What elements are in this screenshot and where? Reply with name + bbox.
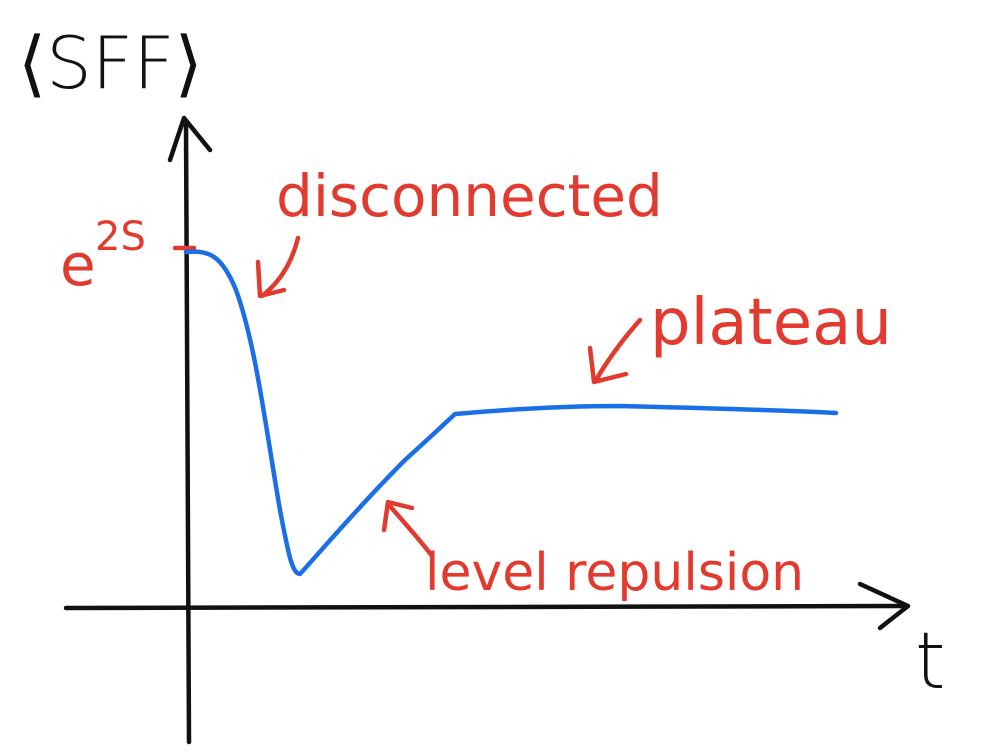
y-tick-label: e 2S xyxy=(60,214,146,299)
y-axis-arrowhead xyxy=(167,115,213,163)
annotation-disconnected: disconnected xyxy=(276,162,663,230)
x-axis-arrowhead xyxy=(857,581,911,631)
y-tick-superscript: 2S xyxy=(95,214,146,260)
y-axis-label: ⟨SFF⟩ xyxy=(18,21,203,105)
annotation-level-repulsion: level repulsion xyxy=(425,543,804,603)
axes xyxy=(63,115,911,745)
level-repulsion-arrow xyxy=(381,499,435,559)
sff-curve xyxy=(183,249,839,577)
plateau-arrow xyxy=(587,317,643,385)
disconnected-arrow xyxy=(255,235,301,299)
y-axis-line xyxy=(183,122,192,745)
x-axis-label: t xyxy=(915,617,946,707)
y-tick-base: e xyxy=(60,231,96,299)
x-axis-line xyxy=(63,603,908,611)
annotation-plateau: plateau xyxy=(650,286,892,360)
